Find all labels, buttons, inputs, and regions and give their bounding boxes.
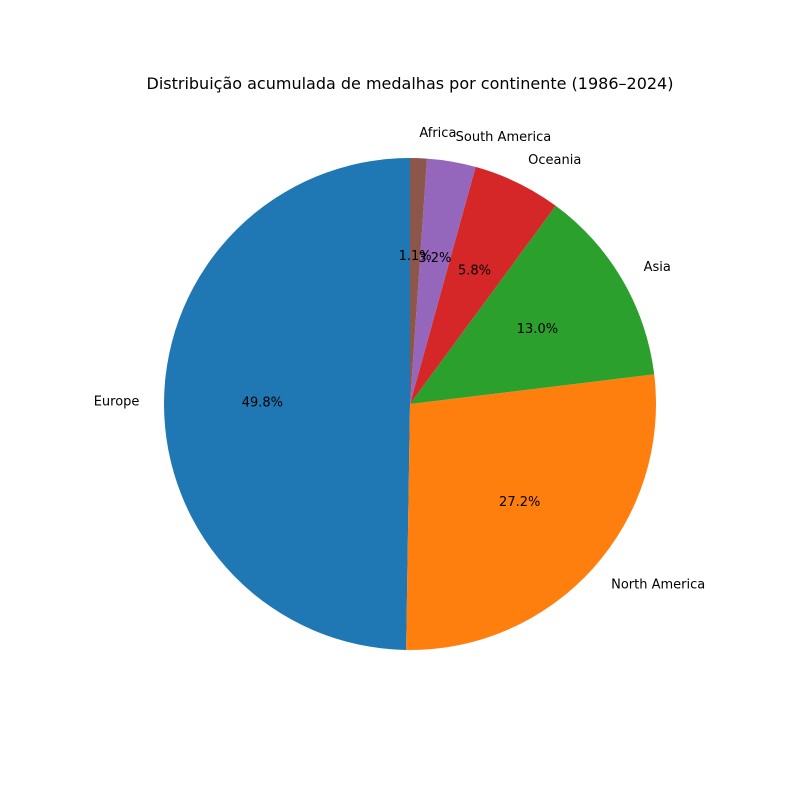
pie-slice-south-america: [410, 158, 476, 404]
pie-slices: [164, 158, 656, 651]
percent-label-south-america: 3.2%: [418, 251, 451, 266]
percent-label-europe: 49.8%: [242, 395, 283, 410]
percent-label-north-america: 27.2%: [499, 495, 540, 510]
pie-slice-europe: [164, 158, 410, 650]
percent-label-africa: 1.1%: [399, 249, 432, 264]
percent-label-asia: 13.0%: [517, 322, 558, 337]
category-label-north-america: North America: [611, 578, 705, 593]
category-label-africa: Africa: [419, 126, 456, 141]
chart-title: Distribuição acumulada de medalhas por c…: [147, 74, 674, 93]
percent-labels: 49.8% 27.2% 13.0% 5.8% 3.2%1.1%: [242, 249, 558, 510]
category-label-south-america: South America: [456, 130, 552, 145]
pie-slice-oceania: [410, 166, 556, 404]
category-label-oceania: Oceania: [528, 153, 581, 168]
category-label-europe: Europe: [94, 394, 140, 409]
category-label-asia: Asia: [644, 260, 671, 275]
pie-slice-africa: [410, 158, 427, 404]
pie-slice-asia: [410, 205, 655, 404]
pie-slice-north-america: [406, 374, 656, 651]
percent-label-oceania: 5.8%: [458, 264, 491, 279]
category-labels: Europe North America Asia Oceania South Amer…: [94, 126, 706, 592]
